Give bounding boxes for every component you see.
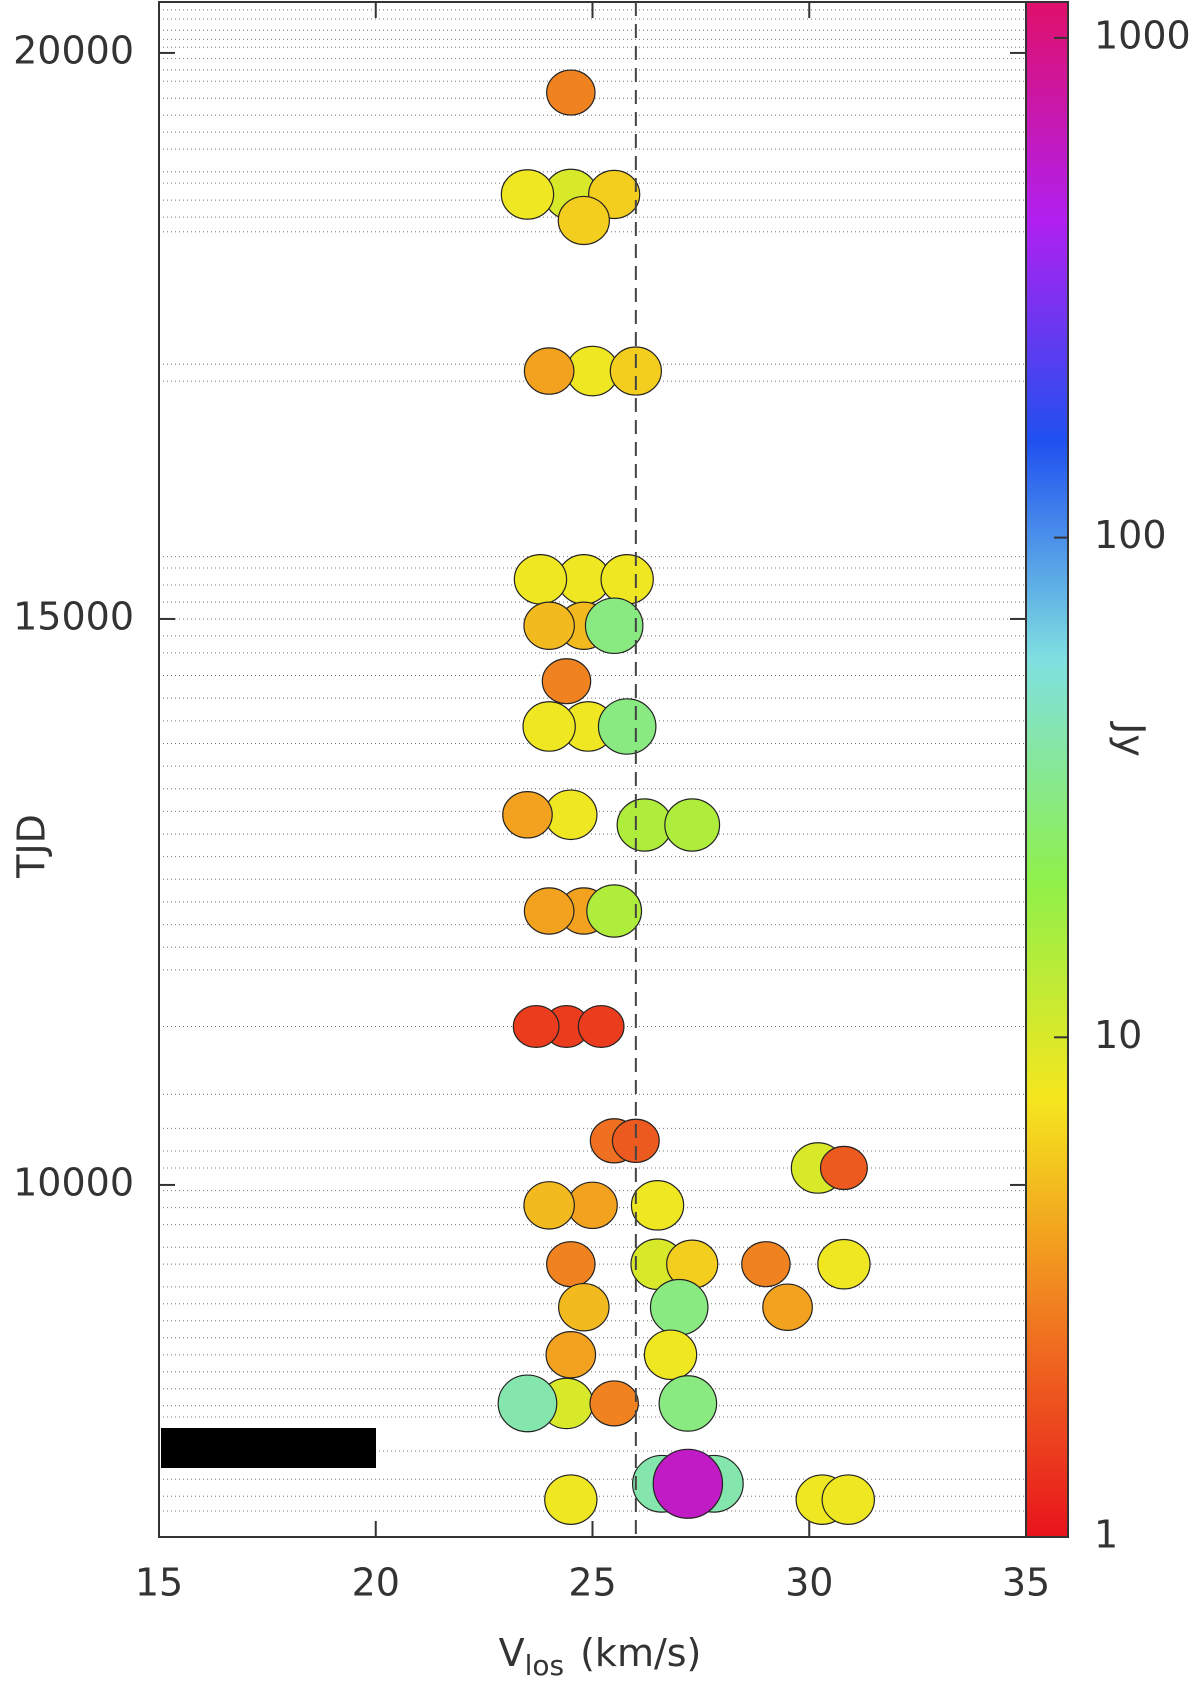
x-axis-label: Vlos (km/s) [499,1631,702,1682]
y-tick-label: 20000 [13,28,134,72]
emission-cell [577,1004,625,1048]
emission-cell [649,1278,709,1336]
emission-cell [762,1283,813,1331]
colorbar-tick-label: 1 [1094,1513,1118,1557]
x-tick-label: 20 [352,1561,400,1605]
colorbar-tick-label: 10 [1094,1013,1142,1057]
emission-cell [541,658,592,705]
x-tick-label: 30 [785,1561,833,1605]
colorbar-tick-label: 100 [1094,513,1167,557]
emission-cell [609,346,662,396]
y-axis-label: TJD [10,814,54,879]
x-tick-label: 25 [568,1561,616,1605]
y-tick-label: 10000 [13,1160,134,1204]
emission-cell [523,887,575,935]
emission-cell [497,1374,558,1433]
emission-cell [558,1282,610,1332]
x-tick-label: 35 [1002,1561,1050,1605]
emission-cell [522,701,576,752]
emission-cell [584,597,644,655]
emission-cell [616,798,673,852]
emission-cell [546,69,596,116]
emission-cell [652,1448,724,1519]
emission-cell [586,884,643,938]
emission-cell [817,1238,871,1290]
colorbar-tick-label: 1000 [1094,13,1191,57]
colorbar [1025,1,1069,1538]
redaction [161,1428,376,1468]
x-tick-label: 15 [135,1561,183,1605]
emission-cell [523,601,575,650]
emission-cell [545,1331,597,1379]
emission-cell [643,1329,698,1381]
x-label-unit: (km/s) [580,1631,701,1675]
emission-cell [546,1241,596,1288]
epochs [159,9,1026,1512]
emission-cell [567,1181,618,1230]
y-tick-label: 15000 [13,594,134,638]
emission-cell [589,1380,639,1427]
emission-cell [523,1181,575,1230]
emission-cell [597,698,657,755]
emission-cell [741,1241,791,1288]
emission-cell [611,1118,660,1163]
x-label-sub: los [525,1649,565,1682]
emission-cell [821,1474,875,1525]
emission-cell [512,1004,560,1048]
cells [497,69,875,1525]
emission-cell [819,1145,868,1191]
emission-cell [557,195,610,246]
x-label-main: V [499,1631,525,1675]
emission-cell [658,1375,718,1432]
colorbar-label: Jy [1109,721,1153,757]
emission-cell [523,347,575,395]
emission-cell [500,169,555,220]
emission-cell [664,798,721,852]
emission-cell [544,1474,598,1525]
emission-cell [600,554,654,605]
emission-cell [502,791,553,839]
emission-cell [630,1180,685,1231]
emission-cell [513,554,568,605]
